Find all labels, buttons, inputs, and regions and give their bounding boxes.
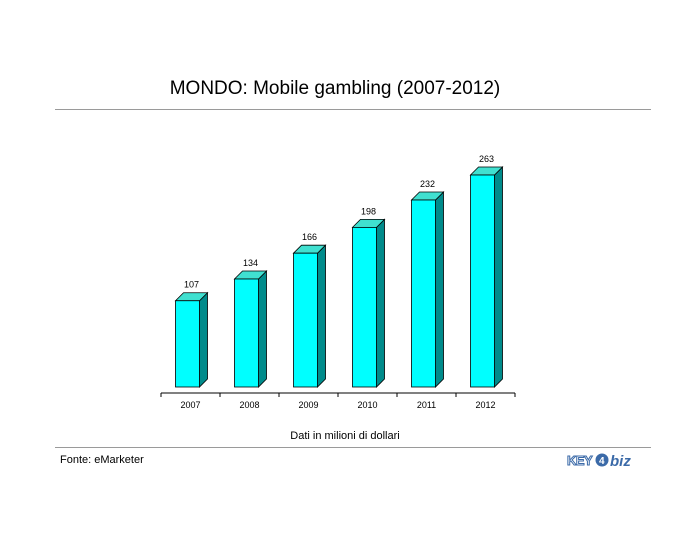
data-label-2012: 263 bbox=[479, 154, 494, 164]
bar-side-2010 bbox=[376, 218, 385, 388]
bottom-divider bbox=[55, 447, 651, 448]
data-label-2010: 198 bbox=[361, 206, 376, 216]
x-tick-label-2007: 2007 bbox=[180, 400, 200, 410]
svg-text:KEY: KEY bbox=[567, 453, 593, 468]
x-axis-caption: Dati in milioni di dollari bbox=[290, 430, 400, 442]
x-tick-label-2012: 2012 bbox=[475, 400, 495, 410]
bar-2007 bbox=[175, 300, 200, 388]
x-tick-label-2008: 2008 bbox=[239, 400, 259, 410]
bar-2008 bbox=[234, 278, 259, 388]
key4biz-logo: KEY 4 biz bbox=[567, 453, 632, 471]
bar-side-2008 bbox=[258, 270, 267, 388]
chart-title: MONDO: Mobile gambling (2007-2012) bbox=[169, 78, 501, 99]
bar-2012 bbox=[470, 174, 495, 388]
svg-text:4: 4 bbox=[599, 456, 605, 467]
source-note: Fonte: eMarketer bbox=[60, 454, 144, 466]
x-tick-label-2010: 2010 bbox=[357, 400, 377, 410]
data-label-2007: 107 bbox=[184, 280, 199, 290]
bar-side-2007 bbox=[199, 291, 208, 388]
bar-2009 bbox=[293, 252, 318, 388]
svg-text:biz: biz bbox=[610, 453, 631, 470]
bar-side-2009 bbox=[317, 244, 326, 388]
top-divider bbox=[55, 109, 651, 110]
bar-side-2011 bbox=[435, 191, 444, 388]
x-tick-label-2009: 2009 bbox=[298, 400, 318, 410]
x-tick-label-2011: 2011 bbox=[417, 400, 436, 410]
data-label-2009: 166 bbox=[302, 232, 317, 242]
bar-2010 bbox=[352, 226, 377, 388]
bar-side-2012 bbox=[494, 166, 503, 388]
data-label-2011: 232 bbox=[420, 179, 435, 189]
bar-2011 bbox=[411, 199, 436, 388]
data-label-2008: 134 bbox=[243, 258, 258, 268]
